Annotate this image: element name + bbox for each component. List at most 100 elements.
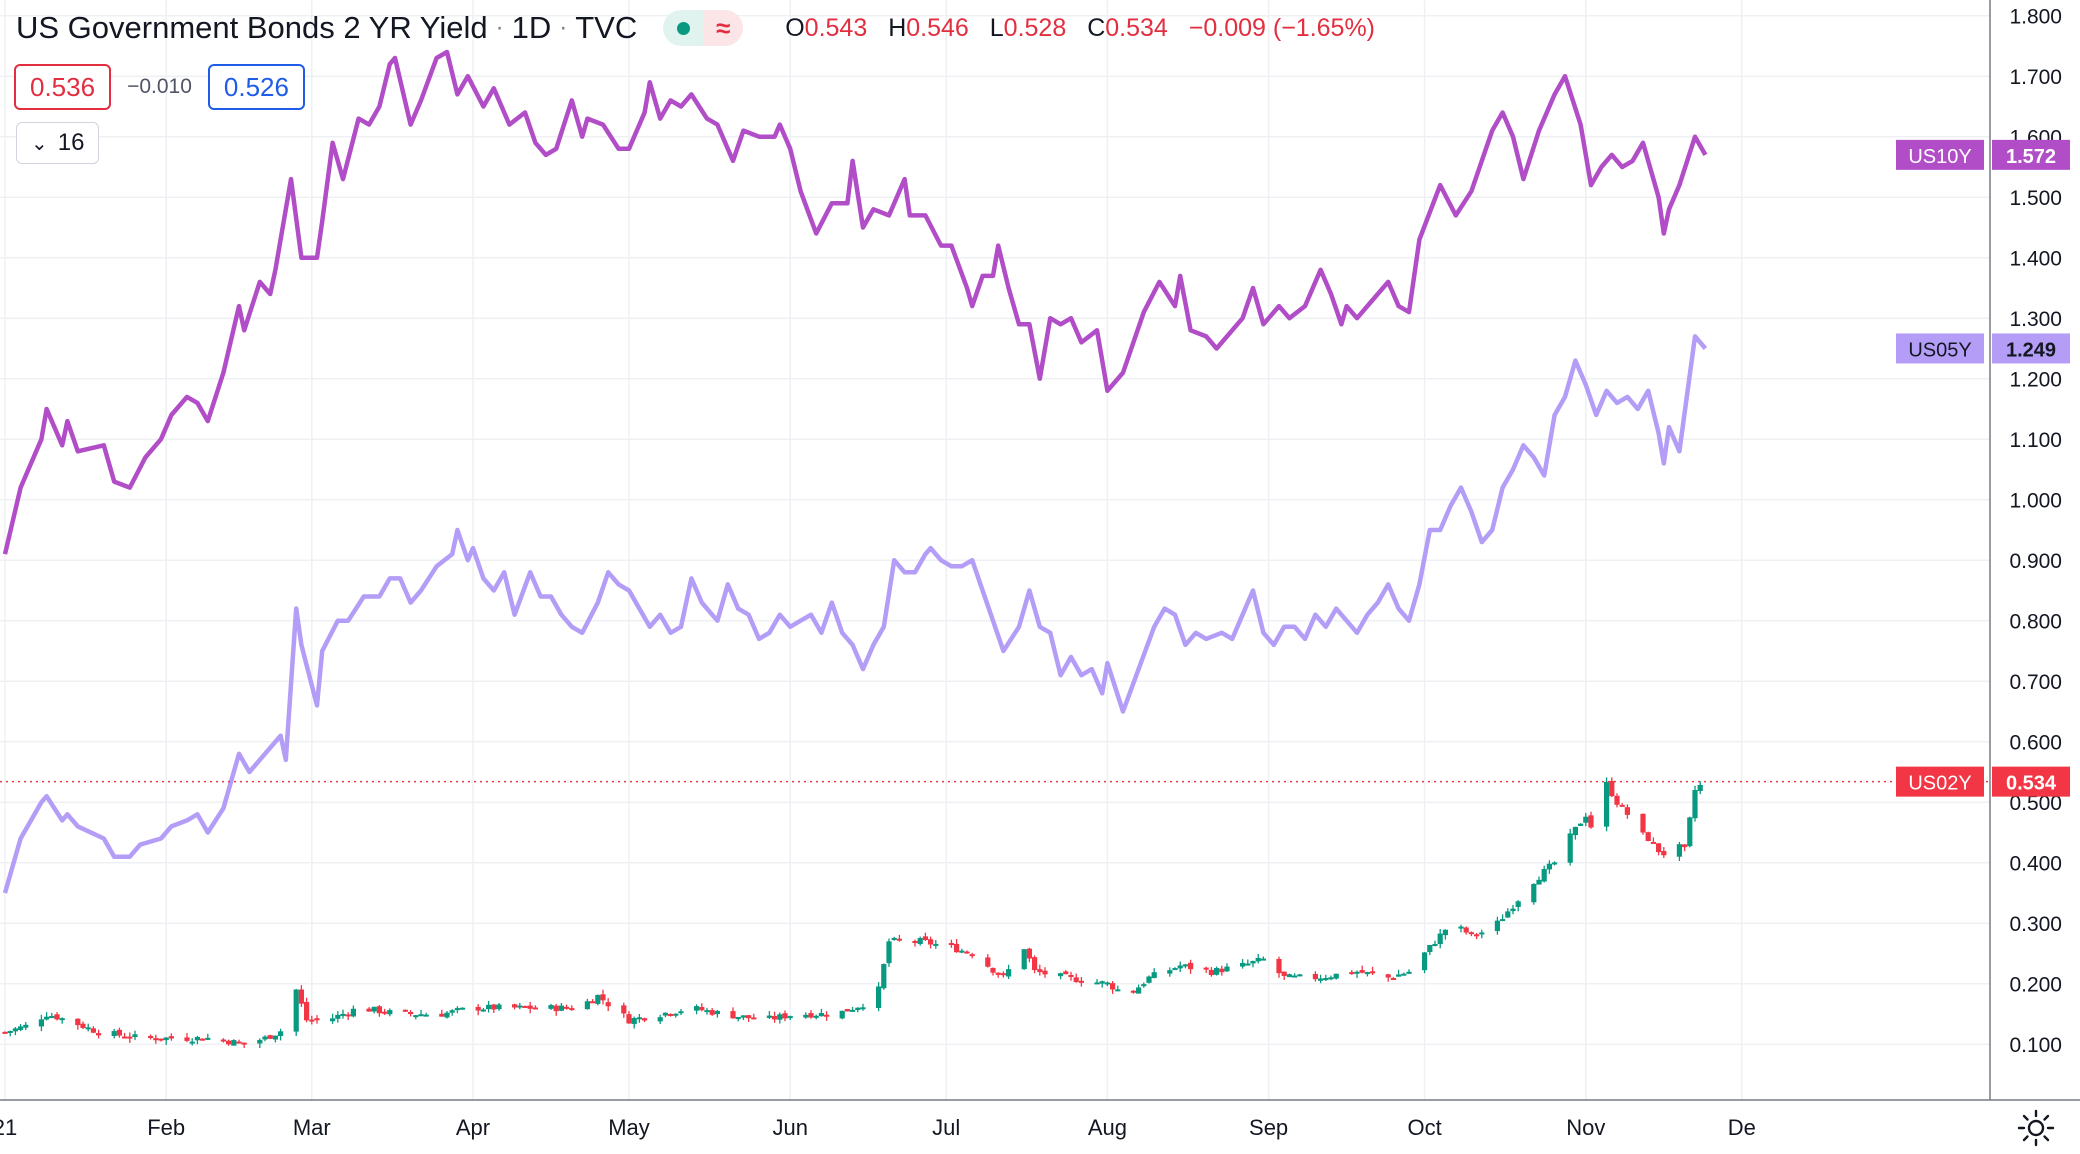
candle[interactable] <box>408 1010 414 1017</box>
candle[interactable] <box>813 1014 819 1020</box>
candle[interactable] <box>1281 971 1287 980</box>
candle[interactable] <box>855 1007 861 1013</box>
candle[interactable] <box>1260 956 1266 961</box>
candle[interactable] <box>922 932 928 941</box>
candle[interactable] <box>1110 981 1116 994</box>
candle[interactable] <box>96 1029 102 1039</box>
candle[interactable] <box>1240 959 1246 969</box>
series-line-us10y[interactable] <box>2 49 1708 555</box>
candle[interactable] <box>558 1003 564 1011</box>
candle[interactable] <box>621 1002 627 1018</box>
candle[interactable] <box>158 1038 164 1042</box>
candle[interactable] <box>1390 977 1396 981</box>
candle[interactable] <box>1661 847 1667 858</box>
candle[interactable] <box>309 1015 315 1025</box>
candle[interactable] <box>1354 970 1360 978</box>
candle[interactable] <box>777 1012 783 1024</box>
candle[interactable] <box>1552 861 1558 866</box>
candle[interactable] <box>1619 803 1625 807</box>
candle[interactable] <box>1349 969 1355 975</box>
candle[interactable] <box>49 1012 55 1019</box>
candle[interactable] <box>995 972 1001 978</box>
candle[interactable] <box>1370 966 1376 976</box>
candle[interactable] <box>460 1007 466 1010</box>
candle[interactable] <box>491 1003 497 1013</box>
candle[interactable] <box>1182 963 1188 969</box>
candle[interactable] <box>896 934 902 942</box>
candle[interactable] <box>454 1006 460 1014</box>
candle[interactable] <box>844 1008 850 1012</box>
candle[interactable] <box>1474 933 1480 940</box>
candle[interactable] <box>116 1027 122 1038</box>
candle[interactable] <box>1422 951 1428 974</box>
candle[interactable] <box>1042 967 1048 978</box>
candle[interactable] <box>964 950 970 954</box>
candle[interactable] <box>7 1030 13 1037</box>
candle[interactable] <box>1151 968 1157 979</box>
candle[interactable] <box>662 1012 668 1018</box>
candle[interactable] <box>304 997 310 1023</box>
candle[interactable] <box>267 1034 273 1040</box>
candle[interactable] <box>704 1007 710 1015</box>
candle[interactable] <box>1432 940 1438 947</box>
candle[interactable] <box>959 948 965 954</box>
candle[interactable] <box>818 1008 824 1017</box>
candle[interactable] <box>236 1039 242 1044</box>
candle[interactable] <box>1614 793 1620 808</box>
candle[interactable] <box>1208 967 1214 977</box>
candle[interactable] <box>772 1011 778 1023</box>
candle[interactable] <box>272 1035 278 1043</box>
candle[interactable] <box>850 1006 856 1012</box>
candle[interactable] <box>262 1035 268 1042</box>
candle[interactable] <box>1624 804 1630 819</box>
settings-sun-icon[interactable] <box>2016 1108 2056 1148</box>
candle[interactable] <box>200 1038 206 1041</box>
candle[interactable] <box>1130 990 1136 994</box>
candle[interactable] <box>1468 931 1474 937</box>
candle[interactable] <box>1286 973 1292 978</box>
candle[interactable] <box>1255 953 1261 964</box>
candle[interactable] <box>1063 970 1069 975</box>
sell-price-button[interactable]: 0.536 <box>14 64 112 110</box>
candle[interactable] <box>990 967 996 976</box>
candle[interactable] <box>75 1018 81 1030</box>
candle[interactable] <box>1697 781 1703 795</box>
candle[interactable] <box>787 1015 793 1021</box>
candle[interactable] <box>1068 971 1074 981</box>
candle[interactable] <box>1099 980 1105 988</box>
candle[interactable] <box>1682 844 1688 852</box>
candle[interactable] <box>948 939 954 948</box>
candle[interactable] <box>626 1011 632 1024</box>
candle[interactable] <box>168 1033 174 1041</box>
candle[interactable] <box>220 1038 226 1043</box>
candle[interactable] <box>486 1001 492 1013</box>
candle[interactable] <box>1276 956 1282 978</box>
candle[interactable] <box>1323 974 1329 981</box>
candle[interactable] <box>1687 816 1693 848</box>
candle[interactable] <box>876 982 882 1012</box>
candle[interactable] <box>1333 973 1339 980</box>
candle[interactable] <box>226 1039 232 1046</box>
interval-label[interactable]: 1D <box>511 10 552 45</box>
candle[interactable] <box>1032 955 1038 974</box>
candle[interactable] <box>85 1023 91 1032</box>
candle[interactable] <box>954 939 960 953</box>
candle[interactable] <box>371 1006 377 1014</box>
indicators-toggle-button[interactable]: ⌄ 16 <box>16 122 100 164</box>
candle[interactable] <box>1536 876 1542 885</box>
candle[interactable] <box>1541 865 1547 883</box>
candle[interactable] <box>933 940 939 949</box>
candle[interactable] <box>886 938 892 967</box>
candle[interactable] <box>1058 972 1064 980</box>
candle[interactable] <box>912 939 918 947</box>
candle[interactable] <box>532 1005 538 1010</box>
candle[interactable] <box>194 1035 200 1045</box>
candle[interactable] <box>808 1010 814 1019</box>
candle[interactable] <box>636 1013 642 1023</box>
candle[interactable] <box>1510 904 1516 915</box>
candle[interactable] <box>1188 959 1194 974</box>
candle[interactable] <box>382 1008 388 1016</box>
candle[interactable] <box>860 1003 866 1011</box>
candle[interactable] <box>595 994 601 1006</box>
candle[interactable] <box>1546 860 1552 874</box>
